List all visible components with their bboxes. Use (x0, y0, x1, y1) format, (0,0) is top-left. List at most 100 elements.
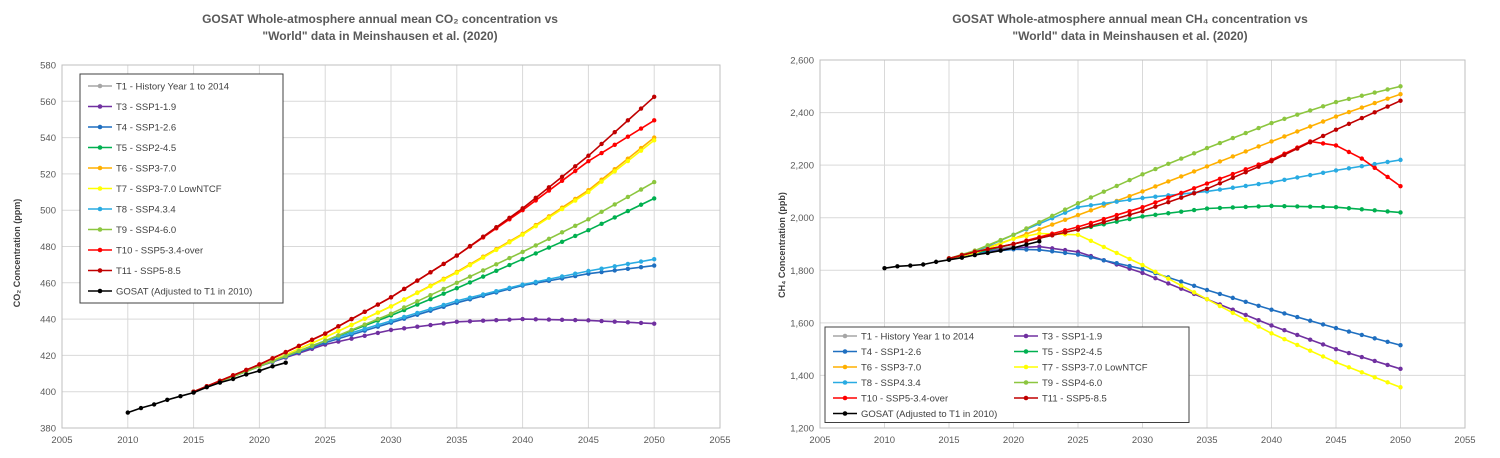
series-point (638, 187, 644, 192)
series-point (362, 309, 367, 315)
series-point (1333, 99, 1339, 105)
series-point (1127, 216, 1132, 222)
series-point (1282, 203, 1287, 209)
series-point (1295, 314, 1300, 320)
y-tick-label: 2,200 (790, 161, 814, 172)
series-point (520, 249, 525, 255)
series-point (1333, 114, 1339, 119)
series-point (612, 264, 617, 269)
series-point (125, 410, 130, 415)
series-point (1333, 360, 1339, 365)
legend-box (79, 73, 284, 304)
series-point (283, 349, 288, 355)
series-point (1037, 247, 1042, 252)
series-point (362, 326, 367, 332)
series-point (441, 291, 446, 296)
legend-marker (97, 288, 103, 294)
series-point (1062, 250, 1068, 256)
series-point (1217, 181, 1223, 186)
legend-item: T9 - SSP4-6.0 (1014, 378, 1102, 389)
series-point (1140, 208, 1145, 214)
series-line (948, 232, 1401, 389)
series-point (1398, 84, 1403, 89)
series-point (1114, 216, 1119, 221)
series-point (1269, 307, 1274, 312)
series-point (401, 314, 407, 320)
legend-item: T8 - SSP4.3.4 (88, 205, 176, 216)
series-point (1308, 348, 1313, 353)
y-tick-label: 1,800 (790, 266, 814, 277)
series-point (1230, 185, 1235, 190)
series-point (336, 324, 341, 329)
series-point (586, 153, 591, 158)
series-point (388, 327, 394, 333)
series-point (454, 253, 459, 258)
series-point (1308, 337, 1313, 342)
series-point (467, 295, 473, 300)
series-point (586, 318, 591, 323)
series (125, 360, 288, 415)
series-point (1269, 180, 1274, 185)
series-point (1385, 380, 1390, 385)
series-point (467, 280, 473, 285)
series-point (178, 394, 183, 399)
series-point (1217, 176, 1223, 182)
series-point (1372, 208, 1377, 213)
series-point (612, 319, 617, 324)
series-point (1269, 159, 1274, 164)
series-point (972, 249, 977, 255)
legend-marker (842, 349, 848, 354)
legend-item: T5 - SSP2-4.5 (88, 143, 176, 154)
series-point (1191, 151, 1197, 156)
plot-area-border (819, 59, 1466, 429)
series-point (1204, 297, 1210, 302)
series-point (533, 223, 538, 229)
chart-title-line1: GOSAT Whole-atmosphere annual mean CO₂ c… (202, 12, 558, 26)
series-point (520, 257, 525, 262)
series-point (507, 317, 512, 322)
series-point (1256, 324, 1261, 329)
legend-marker (842, 364, 848, 370)
series-point (494, 268, 499, 274)
series-point (454, 286, 459, 291)
series-point (1320, 119, 1326, 124)
series-point (507, 215, 512, 221)
series-point (388, 295, 394, 300)
series-point (349, 322, 354, 328)
series-point (1179, 156, 1184, 161)
series-point (494, 247, 499, 253)
series-point (1269, 139, 1274, 144)
series-point (1114, 250, 1119, 256)
series-point (1372, 161, 1377, 167)
series-point (1243, 170, 1248, 175)
series-point (480, 274, 486, 279)
series-point (1191, 207, 1197, 213)
series-point (480, 292, 486, 297)
legend-item: T1 - History Year 1 to 2014 (88, 82, 229, 93)
series-point (230, 373, 236, 378)
series-point (362, 333, 367, 338)
series-point (1153, 200, 1158, 205)
series-point (652, 263, 657, 268)
series-point (336, 333, 341, 338)
series-point (362, 322, 367, 327)
series-point (1075, 252, 1081, 257)
series-point (270, 356, 275, 361)
series-point (1075, 201, 1081, 206)
series-point (336, 328, 341, 334)
series-point (1385, 209, 1390, 214)
series-point (1372, 110, 1377, 115)
legend: T1 - History Year 1 to 2014 T3 - SSP1-1.9… (79, 73, 284, 304)
legend-item: T4 - SSP1-2.6 (88, 123, 176, 134)
series-point (1153, 194, 1158, 199)
series-point (638, 264, 644, 270)
series-point (1346, 206, 1352, 211)
series-point (1179, 209, 1184, 214)
x-tick-label: 2035 (1196, 435, 1217, 446)
series-point (1385, 96, 1390, 101)
series-point (520, 316, 525, 322)
series-point (1282, 336, 1287, 342)
series-point (1372, 165, 1377, 170)
legend-marker (97, 227, 103, 232)
series-point (257, 362, 262, 367)
